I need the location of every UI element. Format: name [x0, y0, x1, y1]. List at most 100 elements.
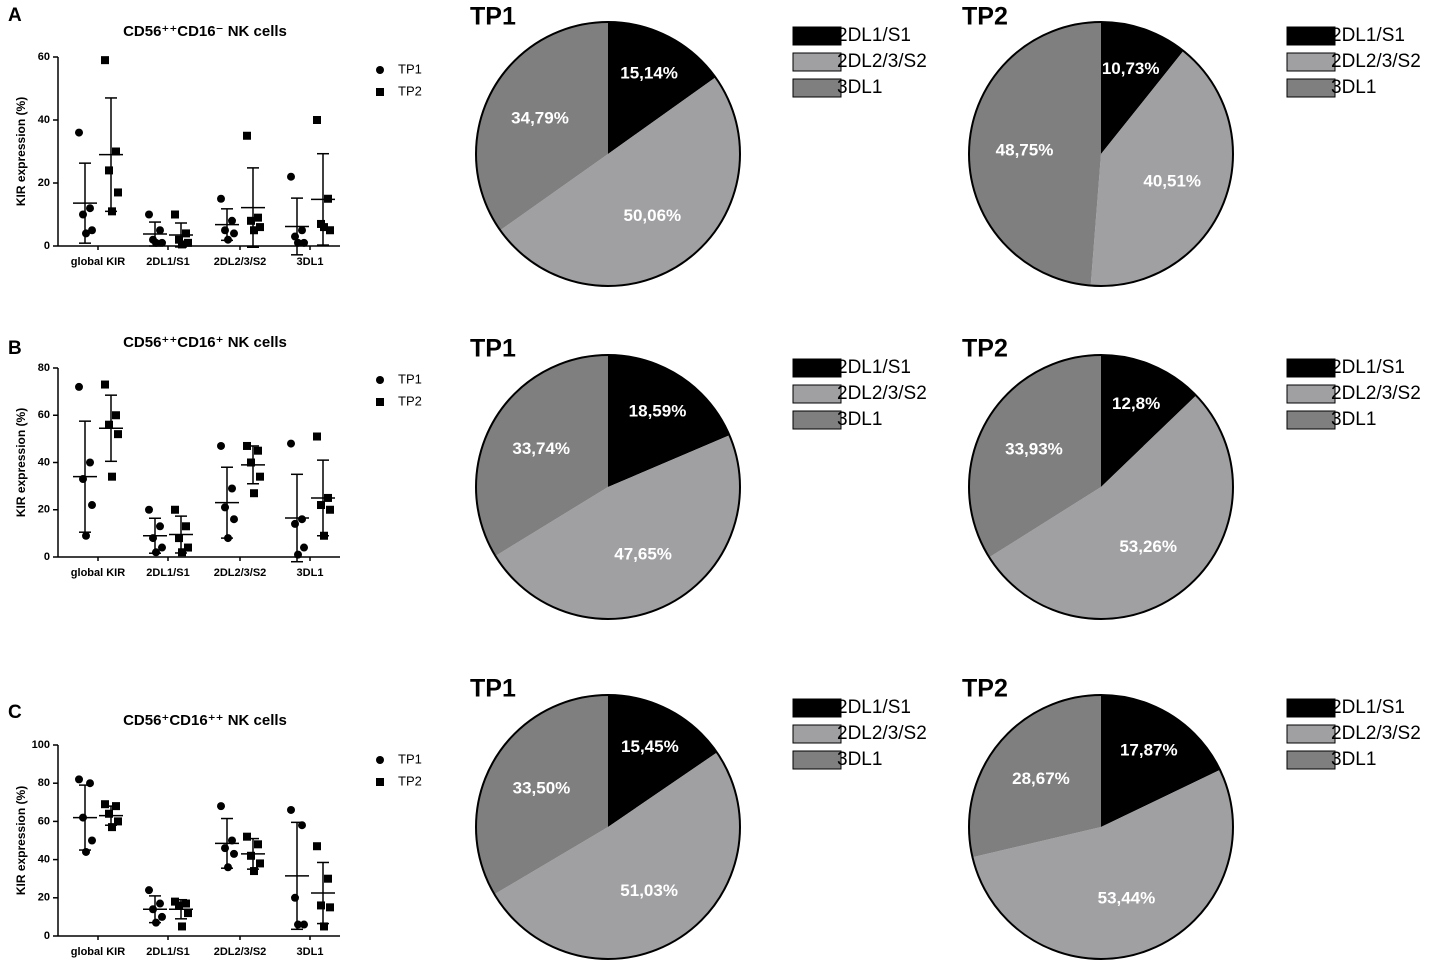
chart-title: TP1 — [470, 675, 516, 703]
data-point — [184, 238, 192, 247]
data-point — [250, 226, 258, 235]
legend-label: 3DL1 — [837, 409, 882, 430]
chart-title: TP2 — [962, 335, 1008, 363]
legend-swatch — [1286, 698, 1336, 718]
data-point — [324, 874, 332, 883]
slice-label: 10,73% — [1102, 59, 1160, 78]
legend-label: TP2 — [398, 83, 422, 98]
data-point — [254, 213, 262, 222]
legend-label: 3DL1 — [1331, 409, 1376, 430]
y-tick-label: 80 — [38, 777, 50, 789]
slice-label: 33,74% — [512, 439, 570, 458]
data-point — [256, 859, 264, 868]
data-point — [152, 548, 160, 557]
y-tick-label: 0 — [44, 240, 50, 252]
data-point — [175, 901, 183, 910]
data-point — [82, 229, 90, 238]
pie-slice — [476, 22, 608, 231]
data-point — [300, 238, 308, 247]
data-point — [230, 229, 238, 238]
chart-title: CD56⁺⁺CD16⁻ NK cells — [123, 23, 287, 40]
data-point — [317, 501, 325, 510]
data-point — [243, 131, 251, 140]
y-tick-label: 40 — [38, 114, 50, 126]
data-point — [298, 226, 306, 235]
data-point — [230, 849, 238, 858]
slice-label: 33,93% — [1005, 439, 1063, 458]
pie-slice — [495, 435, 740, 619]
data-point — [247, 216, 255, 225]
chart-title: CD56⁺⁺CD16⁺ NK cells — [123, 334, 287, 351]
data-point — [250, 489, 258, 498]
data-point — [175, 534, 183, 543]
data-point — [75, 128, 83, 137]
panel-label: B — [8, 338, 22, 359]
pie-slice — [972, 769, 1233, 959]
slice-label: 34,79% — [511, 108, 569, 127]
slice-label: 33,50% — [513, 779, 571, 798]
y-axis-label: KIR expression (%) — [14, 408, 28, 517]
legend-label: TP1 — [398, 371, 422, 386]
legend-marker — [376, 66, 384, 74]
data-point — [184, 909, 192, 918]
slice-label: 48,75% — [996, 140, 1054, 159]
data-point — [112, 147, 120, 156]
legend-label: 3DL1 — [837, 749, 882, 770]
legend-swatch — [792, 384, 842, 404]
data-point — [247, 458, 255, 467]
legend-label: TP1 — [398, 61, 422, 76]
y-axis-label: KIR expression (%) — [14, 97, 28, 206]
pie-outline — [475, 694, 741, 960]
data-point — [230, 515, 238, 524]
data-point — [178, 240, 186, 249]
data-point — [256, 223, 264, 232]
data-point — [86, 779, 94, 788]
slice-label: 15,45% — [621, 737, 679, 756]
slice-label: 15,14% — [620, 64, 678, 83]
data-point — [156, 522, 164, 531]
chart-title: TP2 — [962, 3, 1008, 31]
data-point — [114, 430, 122, 439]
legend-swatch — [792, 410, 842, 430]
y-tick-label: 0 — [44, 551, 50, 563]
slice-label: 28,67% — [1012, 769, 1070, 788]
data-point — [88, 836, 96, 845]
x-tick-label: 2DL1/S1 — [146, 946, 189, 958]
pie-slice — [968, 22, 1101, 286]
data-point — [300, 920, 308, 929]
legend-label: TP2 — [398, 773, 422, 788]
x-tick-label: global KIR — [71, 256, 125, 268]
legend-label: TP2 — [398, 393, 422, 408]
data-point — [221, 503, 229, 512]
data-point — [156, 899, 164, 908]
legend-swatch — [792, 52, 842, 72]
legend-swatch — [1286, 750, 1336, 770]
slice-label: 53,26% — [1119, 537, 1177, 556]
legend-marker — [376, 398, 384, 406]
legend-swatch — [792, 358, 842, 378]
pie-outline — [475, 354, 741, 620]
data-point — [175, 235, 183, 244]
pie-slice — [969, 355, 1101, 558]
data-point — [326, 226, 334, 235]
y-tick-label: 20 — [38, 504, 50, 516]
data-point — [158, 912, 166, 921]
slice-label: 51,03% — [620, 881, 678, 900]
data-point — [182, 229, 190, 238]
data-point — [256, 472, 264, 481]
legend-label: 2DL2/3/S2 — [837, 723, 927, 744]
x-tick-label: 3DL1 — [297, 946, 324, 958]
data-point — [171, 505, 179, 514]
data-point — [75, 382, 83, 391]
data-point — [82, 847, 90, 856]
data-point — [114, 188, 122, 197]
data-point — [152, 238, 160, 247]
data-point — [320, 223, 328, 232]
legend-swatch — [1286, 26, 1336, 46]
legend-label: 2DL1/S1 — [837, 697, 911, 718]
pie-outline — [968, 694, 1234, 960]
y-tick-label: 0 — [44, 930, 50, 942]
legend-label: 2DL1/S1 — [1331, 25, 1405, 46]
chart-title: TP1 — [470, 3, 516, 31]
data-point — [247, 851, 255, 860]
